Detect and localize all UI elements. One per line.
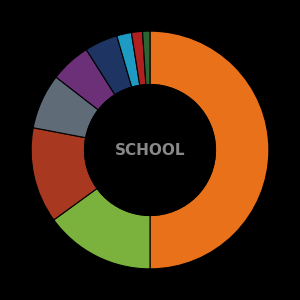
Wedge shape	[33, 77, 98, 138]
Wedge shape	[31, 128, 97, 220]
Wedge shape	[150, 31, 269, 269]
Text: SCHOOL: SCHOOL	[115, 142, 185, 158]
Wedge shape	[86, 36, 132, 95]
Wedge shape	[131, 31, 146, 86]
Wedge shape	[56, 50, 115, 110]
Wedge shape	[54, 188, 150, 269]
Circle shape	[85, 85, 215, 215]
Wedge shape	[142, 31, 150, 85]
Wedge shape	[117, 33, 140, 87]
